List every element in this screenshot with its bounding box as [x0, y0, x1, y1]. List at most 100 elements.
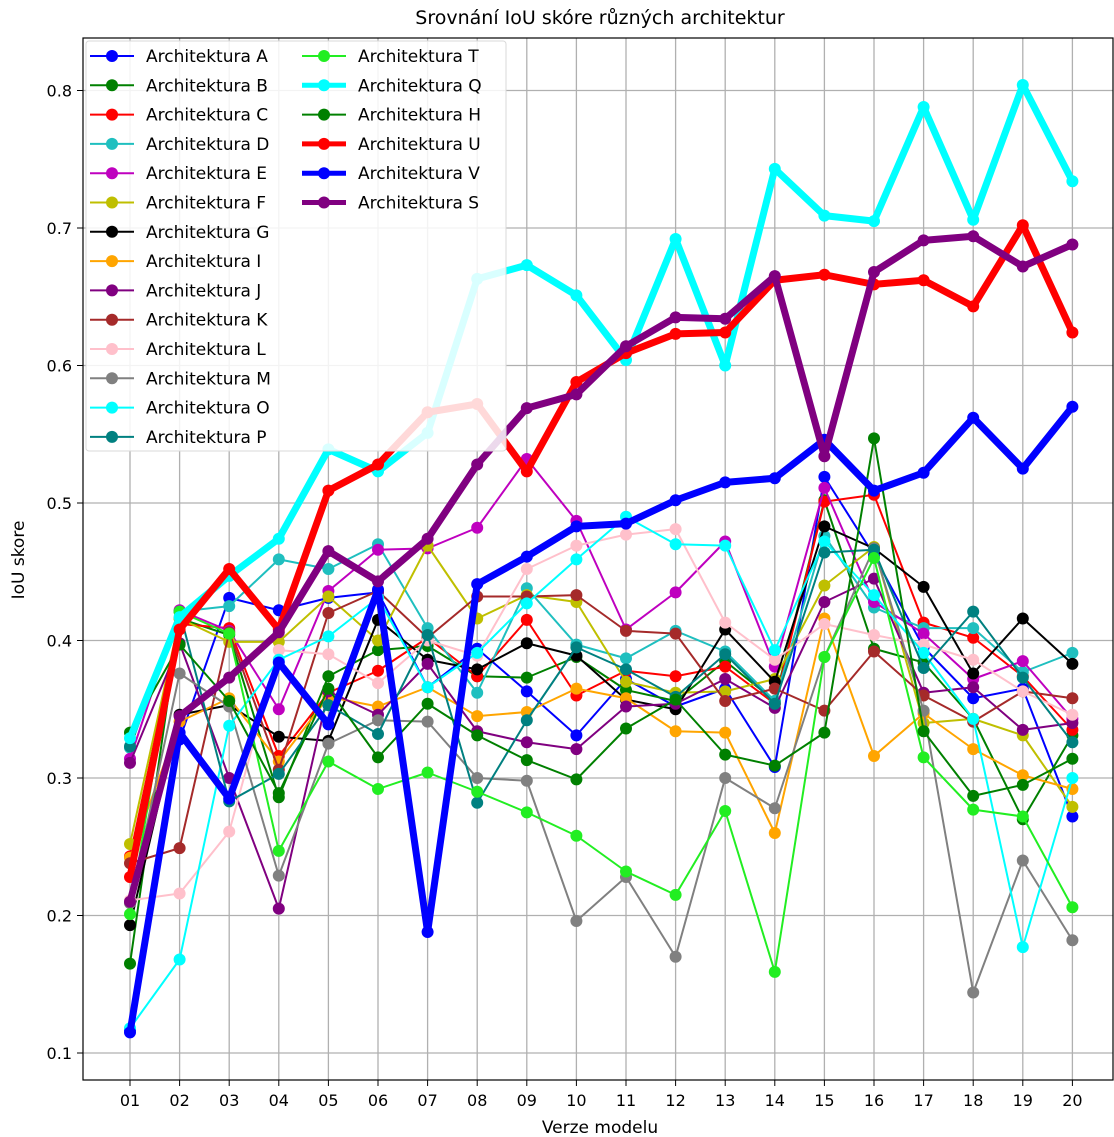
- data-point-architektura-p: [868, 543, 880, 556]
- data-point-architektura-s: [1016, 260, 1029, 273]
- data-point-architektura-s: [1066, 238, 1079, 251]
- data-point-architektura-d: [620, 652, 632, 665]
- data-point-architektura-p: [124, 740, 136, 753]
- data-point-architektura-q: [768, 162, 781, 175]
- legend: Architektura A Architektura B Architektura…: [85, 40, 507, 452]
- data-point-architektura-h: [223, 695, 236, 707]
- data-point-architektura-t: [421, 766, 434, 779]
- data-point-architektura-j: [520, 736, 533, 749]
- data-point-architektura-a: [818, 470, 831, 483]
- data-point-architektura-s: [620, 340, 632, 353]
- series-line-architektura-q: [126, 81, 1076, 742]
- data-point-architektura-k: [1066, 692, 1079, 705]
- data-point-architektura-s: [372, 575, 384, 588]
- data-point-architektura-v: [570, 520, 583, 533]
- data-point-architektura-m: [173, 667, 186, 680]
- data-point-architektura-q: [868, 215, 880, 228]
- data-point-architektura-m: [471, 772, 484, 784]
- data-point-architektura-u: [322, 484, 335, 497]
- series-architektura-h: [124, 432, 1079, 802]
- data-point-architektura-j: [272, 902, 285, 915]
- data-point-architektura-h: [917, 725, 930, 738]
- data-point-architektura-c: [372, 664, 384, 677]
- data-point-architektura-m: [322, 737, 335, 750]
- data-point-architektura-u: [1016, 219, 1029, 232]
- series-lines: [124, 79, 1079, 1039]
- data-point-architektura-j: [1016, 723, 1029, 736]
- data-point-architektura-h: [1066, 752, 1079, 765]
- data-point-architektura-p: [917, 662, 930, 674]
- series-line-architektura-s: [126, 232, 1076, 906]
- data-point-architektura-a: [570, 729, 583, 742]
- legend-entry-architektura-s: Architektura S: [302, 194, 479, 214]
- legend-swatch-marker: [318, 50, 330, 62]
- data-point-architektura-l: [1066, 708, 1079, 721]
- data-point-architektura-d: [322, 563, 335, 575]
- legend-label: Architektura Q: [358, 76, 482, 96]
- data-point-architektura-q: [967, 213, 980, 226]
- data-point-architektura-e: [1016, 655, 1029, 668]
- legend-label: Architektura H: [358, 106, 481, 126]
- data-point-architektura-b: [372, 644, 384, 657]
- x-tick-label: 12: [665, 1091, 685, 1110]
- x-tick-label: 11: [616, 1091, 636, 1110]
- plot-frame: [82, 37, 1114, 1081]
- legend-label: Architektura M: [146, 369, 271, 389]
- data-point-architektura-m: [669, 950, 682, 963]
- legend-swatch-marker: [106, 343, 118, 355]
- data-point-architektura-t: [868, 552, 880, 564]
- legend-entry-architektura-p: Architektura P: [90, 428, 267, 448]
- data-point-architektura-j: [967, 681, 980, 694]
- data-point-architektura-p: [620, 663, 632, 676]
- legend-swatch-marker: [106, 372, 118, 385]
- legend-swatch-marker: [106, 225, 118, 238]
- legend-entry-architektura-t: Architektura T: [302, 47, 479, 67]
- data-point-architektura-p: [421, 629, 434, 641]
- data-point-architektura-h: [669, 693, 682, 706]
- series-line-architektura-h: [129, 437, 1074, 797]
- data-point-architektura-q: [1066, 175, 1079, 188]
- data-point-architektura-q: [1016, 79, 1029, 91]
- data-point-architektura-s: [768, 270, 781, 283]
- data-point-architektura-c: [520, 613, 533, 626]
- data-point-architektura-p: [719, 648, 732, 661]
- legend-entry-architektura-k: Architektura K: [90, 311, 268, 331]
- data-point-architektura-s: [719, 312, 732, 325]
- data-point-architektura-o: [322, 630, 335, 643]
- data-point-architektura-l: [173, 887, 186, 900]
- legend-entry-architektura-m: Architektura M: [90, 369, 271, 389]
- data-point-architektura-u: [818, 268, 831, 281]
- data-point-architektura-g: [1016, 612, 1029, 625]
- legend-label: Architektura O: [146, 399, 270, 419]
- legend-label: Architektura S: [358, 194, 479, 214]
- legend-entry-architektura-b: Architektura B: [90, 76, 268, 96]
- data-point-architektura-s: [173, 710, 186, 723]
- data-point-architektura-u: [669, 327, 682, 340]
- y-tick-label: 0.6: [47, 357, 72, 376]
- data-point-architektura-l: [768, 653, 781, 666]
- legend-swatch-marker: [106, 284, 118, 297]
- data-point-architektura-c: [967, 631, 980, 644]
- data-point-architektura-u: [917, 274, 930, 287]
- data-point-architektura-o: [173, 953, 186, 966]
- series-line-architektura-g: [129, 525, 1074, 927]
- data-point-architektura-h: [719, 748, 732, 761]
- x-ticks: 01 02 03 04 05 06 07 08 09 10 11 12 13 14 15 16 17 18 19 20: [120, 1080, 1083, 1110]
- legend-label: Architektura L: [146, 340, 266, 360]
- data-point-architektura-d: [471, 686, 484, 699]
- data-point-architektura-q: [272, 532, 285, 545]
- data-point-architektura-m: [1066, 934, 1079, 947]
- data-point-architektura-q: [719, 359, 732, 372]
- data-point-architektura-q: [669, 233, 682, 245]
- data-point-architektura-q: [520, 259, 533, 272]
- legend-label: Architektura F: [146, 194, 266, 214]
- data-point-architektura-j: [124, 756, 136, 769]
- data-point-architektura-p: [967, 605, 980, 618]
- data-point-architektura-m: [421, 715, 434, 728]
- legend-label: Architektura V: [358, 164, 480, 184]
- data-point-architektura-l: [272, 644, 285, 657]
- data-point-architektura-u: [1066, 326, 1079, 339]
- x-tick-label: 10: [566, 1091, 586, 1110]
- series-line-architektura-v: [126, 403, 1076, 1036]
